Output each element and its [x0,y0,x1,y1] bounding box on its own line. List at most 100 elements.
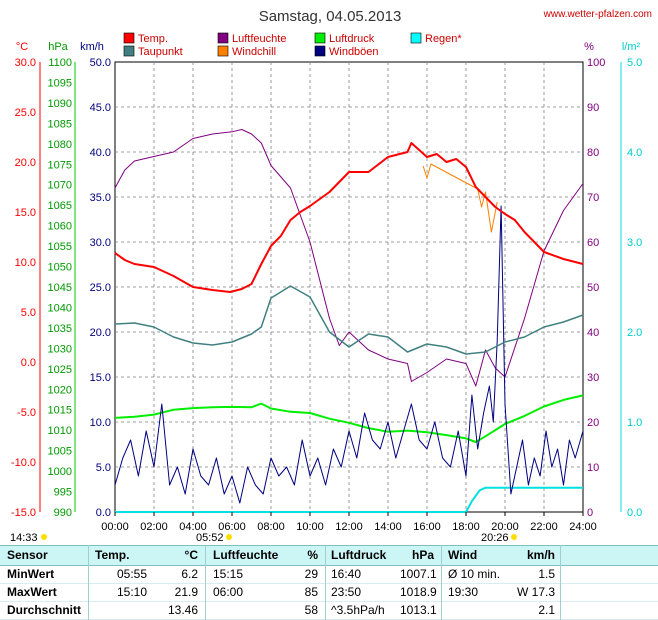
pressure-axis-tick: 1030 [48,343,72,355]
header-temp: Temp. [95,548,130,562]
stats-cell-t-val: 21.9 [174,585,198,599]
stats-cell-h-time: 15:15 [213,567,244,581]
temp-axis-tick: 25.0 [15,107,36,119]
rain-axis-tick: 1.0 [627,417,642,429]
temp-axis-tick: -15.0 [11,507,36,519]
temp-axis-tick: -10.0 [11,457,36,469]
stats-cell-label: MaxWert [7,585,57,599]
stats-row: MaxWert 15:10 21.9 06:00 85 23:50 1018.9 19:30 W… [0,583,658,602]
x-tick-label: 14:00 [374,521,402,533]
x-tick-label: 00:00 [101,521,129,533]
wind-axis-tick: 50.0 [90,57,111,69]
sunset-icon [511,534,517,540]
wind-axis-tick: 20.0 [90,327,111,339]
wind-axis-tick: 40.0 [90,147,111,159]
humidity-axis-tick: 50 [587,282,599,294]
column-divider [325,545,326,620]
x-tick-label: 22:00 [530,521,558,533]
series-layer [114,129,584,513]
stats-cell-w-time: 19:30 [448,585,479,599]
legend-label: Windchill [232,46,276,58]
x-axis-ticks: 00:00 02:00 04:00 06:00 08:00 10:00 12:00 14:00… [101,512,597,533]
rain-axis-tick: 2.0 [627,327,642,339]
sunrise-label: 05:52 [196,532,224,544]
pressure-axis-tick: 1060 [48,221,72,233]
x-tick-label: 08:00 [257,521,285,533]
column-divider [560,545,561,620]
stats-header-row: Sensor Temp. °C Luftfeuchte % Luftdruck … [0,545,658,566]
legend-swatch [123,32,135,44]
header-temp-unit: °C [184,548,198,562]
pressure-axis-tick: 1010 [48,425,72,437]
stats-cell-t-time: 05:55 [116,567,147,581]
x-tick-label: 04:00 [179,521,207,533]
temp-axis-tick: -5.0 [17,407,36,419]
pressure-axis-tick: 1035 [48,323,72,335]
legend-label: Luftdruck [329,33,375,45]
stats-cell-t-val: 6.2 [181,567,198,581]
humidity-axis-tick: 60 [587,237,599,249]
x-tick-label: 06:00 [218,521,246,533]
pressure-axis-tick: 1045 [48,282,72,294]
legend-label: Temp. [138,33,168,45]
series-luftdruck-line [114,394,584,443]
pressure-axis-tick: 1075 [48,159,72,171]
pressure-axis-tick: 990 [54,507,72,519]
humidity-axis-tick: 20 [587,417,599,429]
series-windben-line [114,205,584,504]
stats-cell-h-val: 85 [304,585,318,599]
sunrise-icon [226,534,232,540]
x-tick-label: 10:00 [296,521,324,533]
pressure-axis-tick: 1020 [48,384,72,396]
header-wind-unit: km/h [526,548,555,562]
legend-swatch [314,45,326,57]
column-divider [205,545,206,620]
time-label-left: 14:33 [10,532,38,544]
legend-label: Luftfeuchte [232,33,286,45]
pressure-axis-tick: 1040 [48,302,72,314]
chart-title: Samstag, 04.05.2013 [259,8,402,25]
wind-axis-tick: 0.0 [96,507,111,519]
legend-swatch [217,45,229,57]
wind-axis-tick: 10.0 [90,417,111,429]
wind-axis-label: km/h [80,41,104,53]
x-tick-label: 18:00 [452,521,480,533]
legend: Temp. Luftfeuchte Luftdruck Regen* Taupunkt W… [123,32,462,58]
temp-axis-tick: 5.0 [21,307,36,319]
humidity-axis-label: % [584,41,594,53]
series-regen-line [115,486,583,513]
stats-cell-h-time: 06:00 [213,585,244,599]
x-tick-label: 24:00 [569,521,597,533]
rain-axis-tick: 5.0 [627,57,642,69]
temp-axis-tick: 20.0 [15,157,36,169]
wind-axis-tick: 30.0 [90,237,111,249]
series-windchill-line [422,163,498,233]
grid-lines [115,62,583,512]
rain-axis-tick: 4.0 [627,147,642,159]
temp-axis-tick: 10.0 [15,257,36,269]
humidity-axis-tick: 0 [587,507,593,519]
x-tick-label: 20:00 [491,521,519,533]
column-divider [441,545,442,620]
header-humidity: Luftfeuchte [213,548,279,562]
rain-axis-tick: 0.0 [627,507,642,519]
pressure-axis-tick: 1080 [48,139,72,151]
x-tick-label: 02:00 [140,521,168,533]
sun-icon [41,534,47,540]
source-link[interactable]: www.wetter-pfalzen.com [543,9,652,20]
wind-axis-tick: 25.0 [90,282,111,294]
stats-cell-label: Durchschnitt [7,603,82,617]
pressure-axis-tick: 1085 [48,118,72,130]
pressure-axis-tick: 1100 [48,57,72,69]
humidity-axis-tick: 10 [587,462,599,474]
temp-axis-label: °C [16,41,28,53]
humidity-axis-tick: 40 [587,327,599,339]
pressure-axis-tick: 1055 [48,241,72,253]
stats-cell-w-time: Ø 10 min. [448,567,501,581]
series-taupunkt-line [114,285,584,355]
stats-cell-label: MinWert [7,567,55,581]
rain-axis-tick: 3.0 [627,237,642,249]
stats-cell-t-val: 13.46 [167,603,198,617]
humidity-axis-tick: 100 [587,57,605,69]
header-sensor: Sensor [7,548,48,562]
